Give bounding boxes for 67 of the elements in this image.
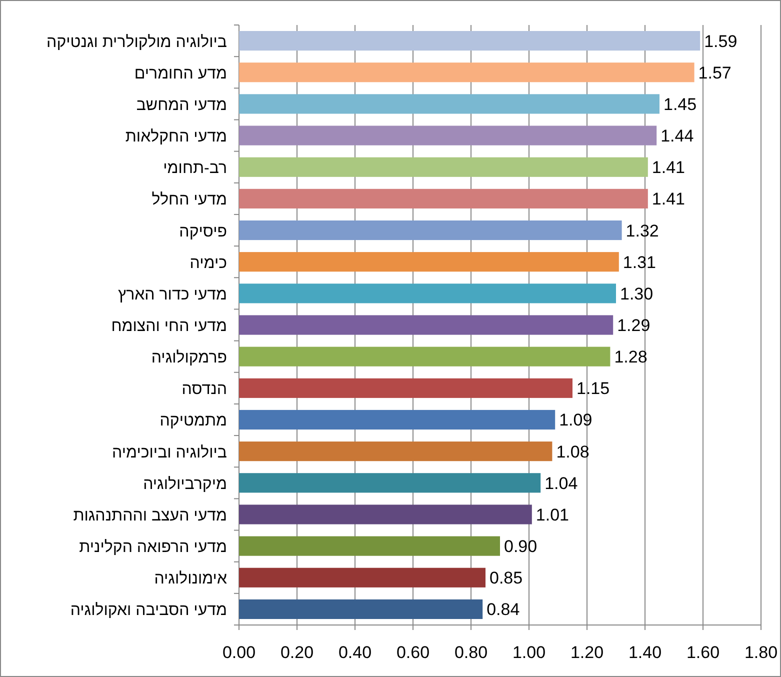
bar (239, 504, 532, 524)
y-tick-label: מדעי העצב וההתנהגות (73, 507, 227, 524)
y-tick-label: אימונולוגיה (154, 570, 227, 588)
bar (239, 568, 486, 588)
data-label: 1.08 (556, 442, 590, 462)
x-tick-label: 1.00 (512, 643, 546, 662)
x-tick-label: 1.80 (744, 643, 778, 662)
data-label: 1.32 (626, 221, 659, 240)
x-tick-label: 0.20 (280, 643, 314, 662)
data-label: 1.41 (652, 158, 685, 178)
x-tick-label: 1.60 (686, 643, 720, 662)
bar (239, 346, 610, 366)
data-label: 1.59 (704, 32, 738, 51)
data-label: 1.30 (620, 284, 654, 304)
y-tick-label: פרמקולוגיה (151, 348, 227, 367)
data-label: 1.57 (698, 63, 732, 82)
y-tick-label: פיסיקה (179, 223, 227, 240)
data-label: 1.31 (622, 252, 656, 272)
y-tick-label: הנדסה (182, 381, 227, 398)
bar (239, 284, 616, 304)
y-tick-label: מדעי הסביבה ואקולוגיה (70, 601, 227, 620)
bar (239, 410, 556, 430)
data-label: 1.28 (614, 348, 648, 367)
data-label: 1.45 (664, 94, 697, 114)
data-label: 0.90 (504, 537, 538, 556)
bar (239, 473, 541, 493)
bar (239, 126, 657, 146)
y-tick-label: רב-תחומי (163, 160, 227, 178)
y-tick-label: מדעי המחשב (136, 96, 227, 114)
data-label: 1.15 (576, 379, 610, 398)
y-tick-label: כימיה (190, 254, 227, 272)
bar (239, 378, 572, 398)
y-tick-label: מדעי כדור הארץ (118, 286, 227, 304)
bar (239, 220, 622, 240)
x-tick-label: 0.00 (222, 643, 256, 662)
y-tick-label: מיקרביולוגיה (143, 474, 227, 493)
y-tick-label: ביולוגיה מולקולרית וגנטיקה (46, 32, 228, 51)
data-label: 1.01 (536, 505, 569, 524)
y-tick-label: מדע החומרים (134, 65, 227, 82)
data-label: 1.09 (559, 410, 592, 430)
y-tick-label: ביולוגיה וביוכימיה (112, 443, 228, 462)
x-tick-label: 0.40 (338, 643, 372, 662)
bar (239, 31, 700, 51)
data-label: 1.41 (652, 190, 685, 209)
data-label: 1.04 (544, 474, 578, 493)
y-tick-label: מדעי החלל (152, 190, 227, 209)
bar (239, 252, 619, 272)
bar (239, 94, 660, 114)
x-tick-label: 1.20 (570, 643, 604, 662)
y-tick-label: מדעי החקלאות (125, 128, 227, 146)
x-tick-label: 0.60 (396, 643, 430, 662)
y-tick-label: מדעי הרפואה הקלינית (79, 538, 227, 556)
data-label: 0.85 (490, 568, 523, 588)
bar (239, 62, 694, 82)
bar (239, 599, 483, 619)
y-tick-label: מתמטיקה (160, 412, 227, 430)
x-tick-label: 0.80 (454, 643, 488, 662)
data-label: 0.84 (486, 600, 520, 620)
y-tick-label: מדעי החי והצומח (111, 318, 227, 335)
x-tick-label: 1.40 (628, 643, 662, 662)
bar (239, 536, 500, 556)
bar (239, 315, 614, 335)
data-label: 1.29 (617, 316, 650, 335)
bar (239, 157, 648, 177)
bar (239, 188, 648, 208)
bar (239, 442, 552, 462)
data-label: 1.44 (660, 126, 694, 146)
